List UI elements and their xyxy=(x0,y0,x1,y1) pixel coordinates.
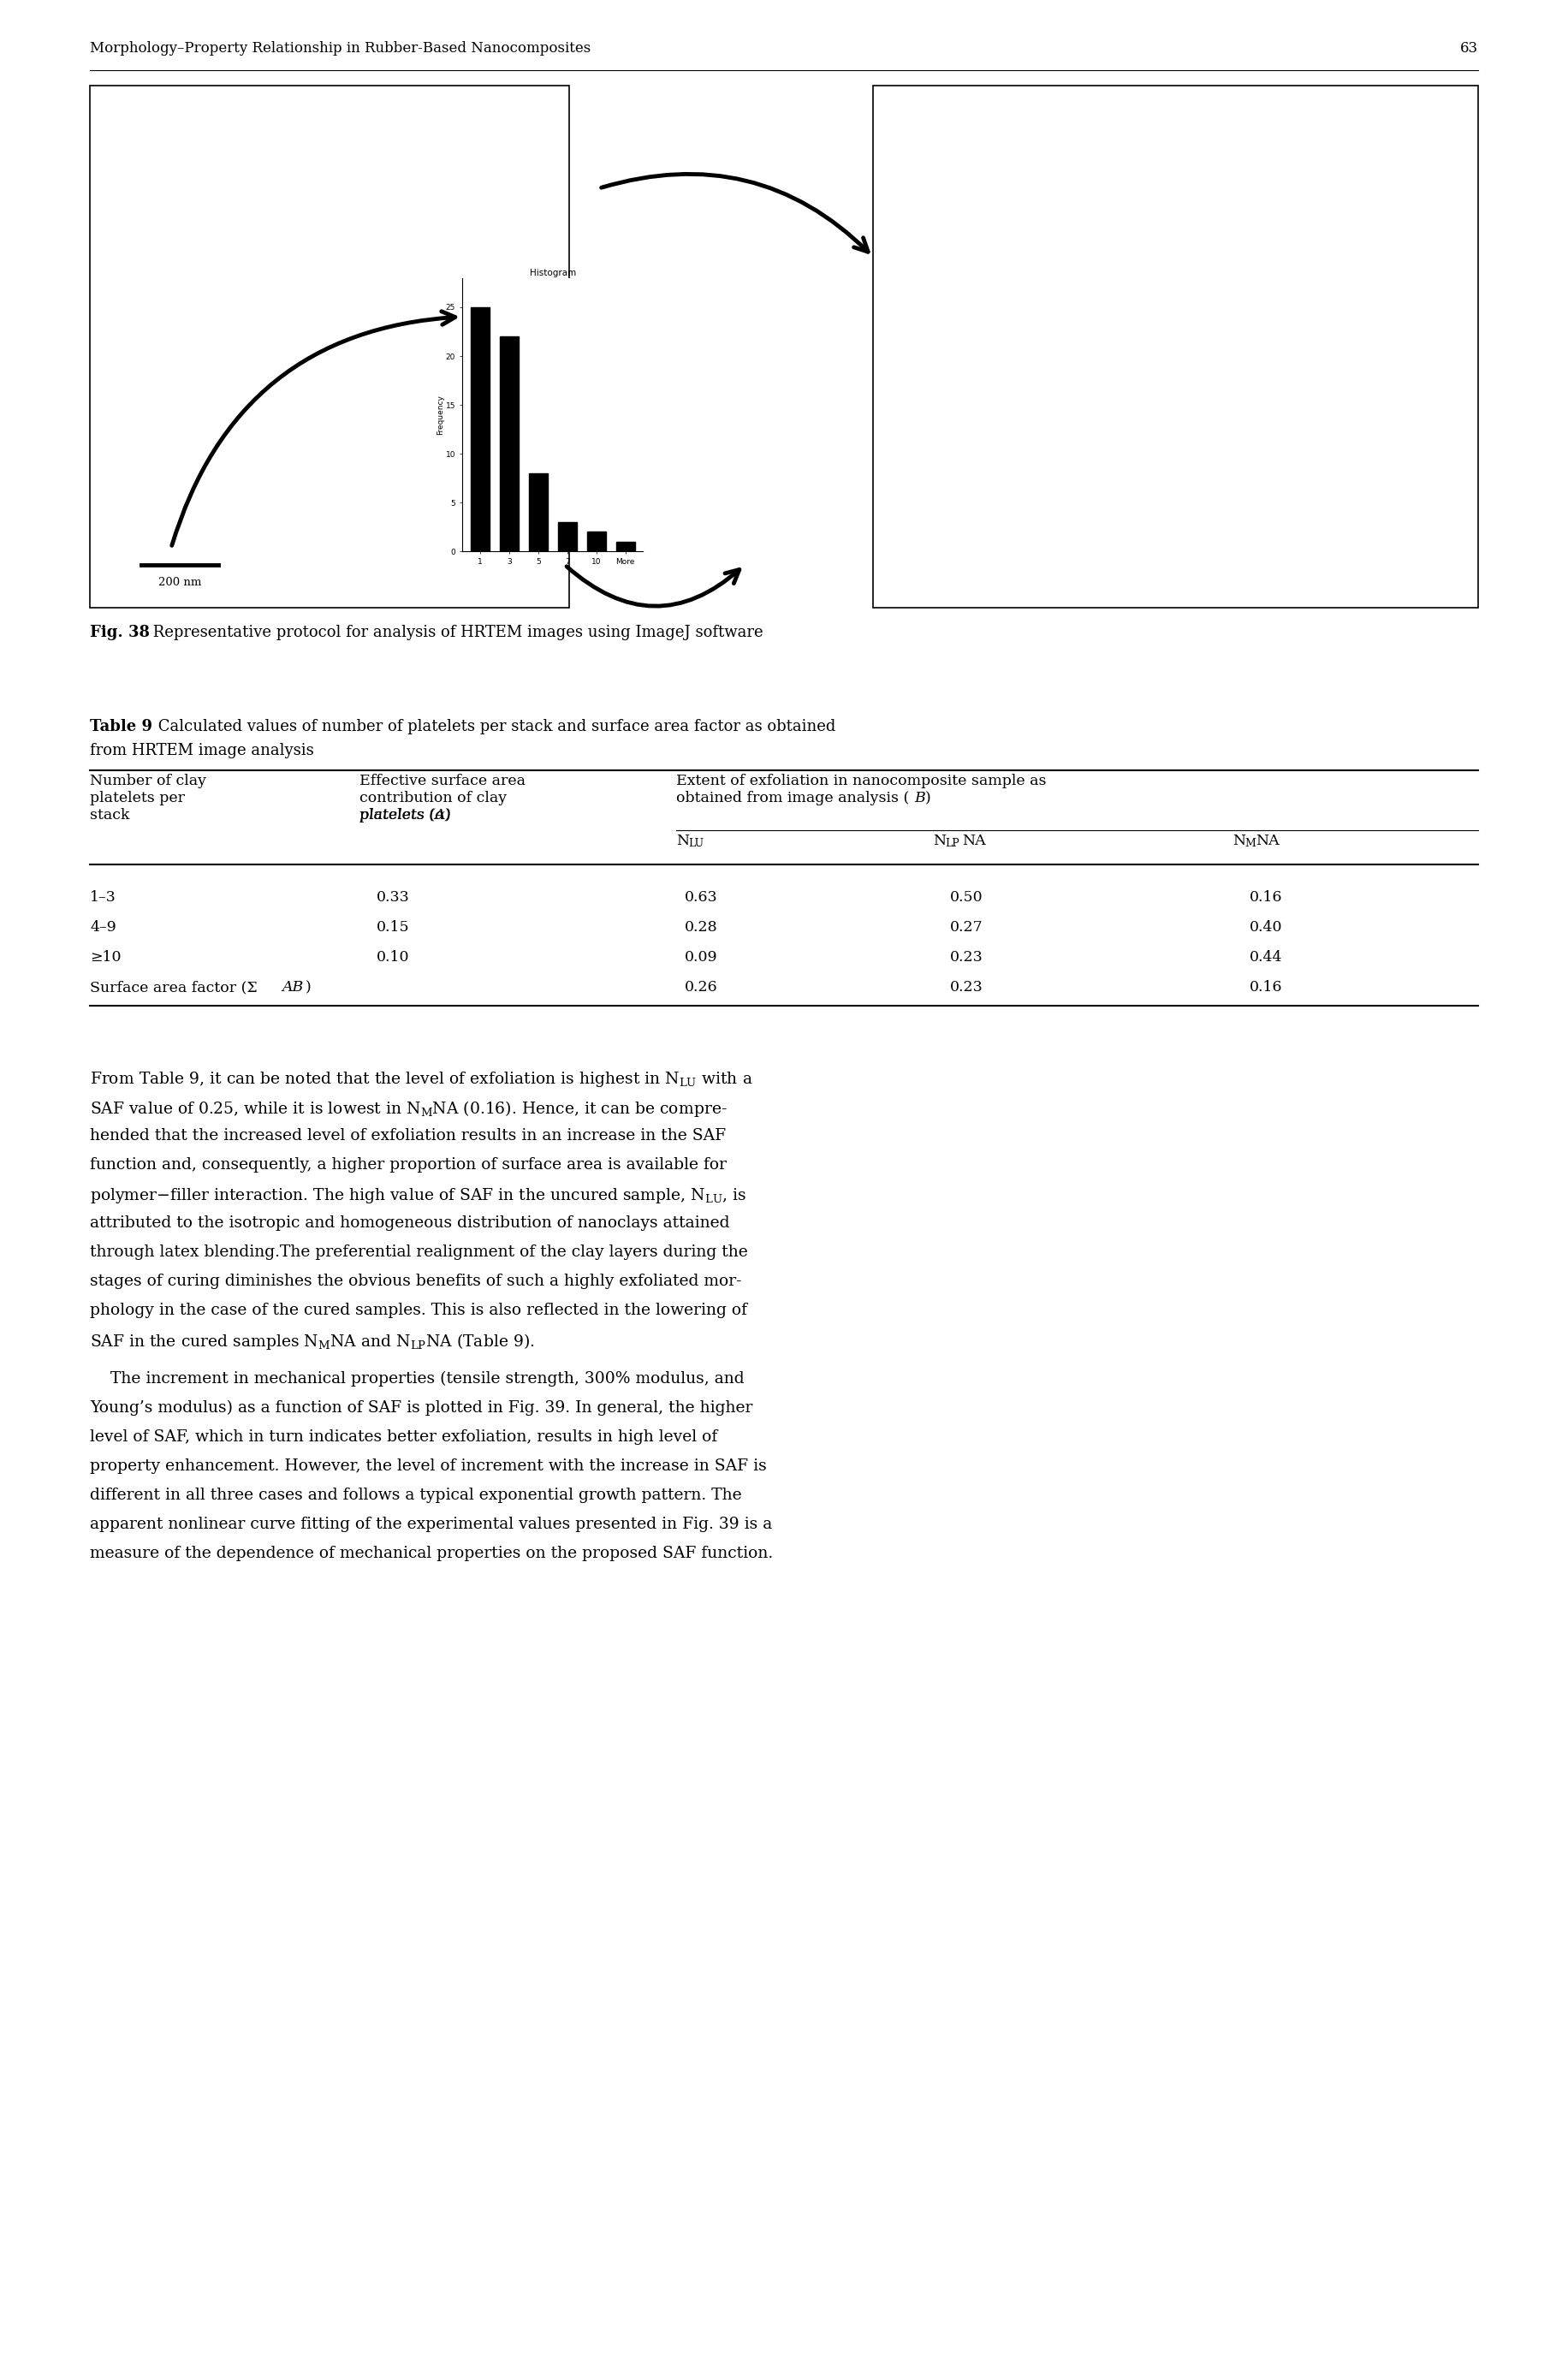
Text: hended that the increased level of exfoliation results in an increase in the SAF: hended that the increased level of exfol… xyxy=(89,1129,726,1143)
Text: platelets per: platelets per xyxy=(89,791,185,805)
Text: Table 9: Table 9 xyxy=(89,720,152,734)
Title: Histogram: Histogram xyxy=(530,268,575,278)
Text: from HRTEM image analysis: from HRTEM image analysis xyxy=(89,744,314,758)
Text: different in all three cases and follows a typical exponential growth pattern. T: different in all three cases and follows… xyxy=(89,1487,742,1504)
Text: polymer$\mathregular{-}$filler interaction. The high value of SAF in the uncured: polymer$\mathregular{-}$filler interacti… xyxy=(89,1186,746,1205)
Text: 0.44: 0.44 xyxy=(1250,950,1283,965)
Text: 0.16: 0.16 xyxy=(1250,891,1283,905)
Text: Extent of exfoliation in nanocomposite sample as: Extent of exfoliation in nanocomposite s… xyxy=(676,775,1046,789)
Text: property enhancement. However, the level of increment with the increase in SAF i: property enhancement. However, the level… xyxy=(89,1459,767,1473)
Text: N: N xyxy=(676,834,688,848)
Text: Effective surface area: Effective surface area xyxy=(359,775,525,789)
Text: ≥10: ≥10 xyxy=(89,950,121,965)
Text: attributed to the isotropic and homogeneous distribution of nanoclays attained: attributed to the isotropic and homogene… xyxy=(89,1217,729,1231)
Text: level of SAF, which in turn indicates better exfoliation, results in high level : level of SAF, which in turn indicates be… xyxy=(89,1430,718,1445)
Text: Morphology–Property Relationship in Rubber-Based Nanocomposites: Morphology–Property Relationship in Rubb… xyxy=(89,40,591,55)
Text: obtained from image analysis (: obtained from image analysis ( xyxy=(676,791,909,805)
Y-axis label: Frequency: Frequency xyxy=(437,394,444,435)
Text: 200 nm: 200 nm xyxy=(158,577,201,587)
Text: platelets (α): platelets (α) xyxy=(359,808,450,822)
Bar xyxy=(873,86,1479,608)
Text: 0.33: 0.33 xyxy=(376,891,409,905)
Text: apparent nonlinear curve fitting of the experimental values presented in Fig. 39: apparent nonlinear curve fitting of the … xyxy=(89,1516,771,1533)
Text: 0.63: 0.63 xyxy=(685,891,718,905)
Text: Representative protocol for analysis of HRTEM images using ImageJ software: Representative protocol for analysis of … xyxy=(147,625,764,639)
Text: 1–3: 1–3 xyxy=(89,891,116,905)
Text: 0.10: 0.10 xyxy=(376,950,409,965)
Text: 0.23: 0.23 xyxy=(950,979,983,996)
Text: LP: LP xyxy=(946,839,960,848)
Text: Fig. 38: Fig. 38 xyxy=(89,625,151,639)
Bar xyxy=(558,523,577,551)
Text: 0.28: 0.28 xyxy=(685,920,718,934)
Text: ): ) xyxy=(306,979,312,996)
Text: stages of curing diminishes the obvious benefits of such a highly exfoliated mor: stages of curing diminishes the obvious … xyxy=(89,1274,742,1290)
Text: 0.50: 0.50 xyxy=(950,891,983,905)
Text: 0.16: 0.16 xyxy=(1250,979,1283,996)
Text: 0.40: 0.40 xyxy=(1250,920,1283,934)
Bar xyxy=(470,307,489,551)
Text: function and, consequently, a higher proportion of surface area is available for: function and, consequently, a higher pro… xyxy=(89,1157,726,1174)
Text: 63: 63 xyxy=(1460,40,1479,55)
Text: Surface area factor (Σ: Surface area factor (Σ xyxy=(89,979,257,996)
Text: B: B xyxy=(914,791,925,805)
Text: 0.27: 0.27 xyxy=(950,920,983,934)
Bar xyxy=(616,542,635,551)
Text: 0.15: 0.15 xyxy=(376,920,409,934)
Text: 4–9: 4–9 xyxy=(89,920,116,934)
Text: through latex blending.The preferential realignment of the clay layers during th: through latex blending.The preferential … xyxy=(89,1245,748,1259)
Text: N: N xyxy=(933,834,946,848)
Text: 0.26: 0.26 xyxy=(685,979,718,996)
Text: SAF in the cured samples $\mathregular{N_M}$NA and $\mathregular{N_{LP}}$NA (Tab: SAF in the cured samples $\mathregular{N… xyxy=(89,1333,535,1352)
Text: ): ) xyxy=(445,808,452,822)
Text: ): ) xyxy=(925,791,931,805)
Text: measure of the dependence of mechanical properties on the proposed SAF function.: measure of the dependence of mechanical … xyxy=(89,1547,773,1561)
Text: Number of clay: Number of clay xyxy=(89,775,207,789)
Text: SAF value of 0.25, while it is lowest in $\mathregular{N_M}$NA (0.16). Hence, it: SAF value of 0.25, while it is lowest in… xyxy=(89,1100,728,1119)
Text: NA: NA xyxy=(1256,834,1279,848)
Bar xyxy=(89,86,569,608)
Text: A: A xyxy=(434,808,445,822)
Text: NA: NA xyxy=(963,834,986,848)
Text: contribution of clay: contribution of clay xyxy=(359,791,506,805)
Text: The increment in mechanical properties (tensile strength, 300% modulus, and: The increment in mechanical properties (… xyxy=(89,1371,745,1388)
Text: phology in the case of the cured samples. This is also reflected in the lowering: phology in the case of the cured samples… xyxy=(89,1302,748,1319)
Bar xyxy=(586,532,605,551)
Text: Young’s modulus) as a function of SAF is plotted in Fig. 39. In general, the hig: Young’s modulus) as a function of SAF is… xyxy=(89,1399,753,1416)
Bar xyxy=(528,473,547,551)
Text: platelets (: platelets ( xyxy=(359,808,434,822)
Text: 0.23: 0.23 xyxy=(950,950,983,965)
Text: Calculated values of number of platelets per stack and surface area factor as ob: Calculated values of number of platelets… xyxy=(154,720,836,734)
Text: From Table 9, it can be noted that the level of exfoliation is highest in $\math: From Table 9, it can be noted that the l… xyxy=(89,1069,753,1088)
Text: LU: LU xyxy=(688,839,704,848)
Text: M: M xyxy=(1245,839,1256,848)
Text: stack: stack xyxy=(89,808,130,822)
Text: N: N xyxy=(1232,834,1245,848)
Bar xyxy=(500,337,519,551)
Text: 0.09: 0.09 xyxy=(685,950,718,965)
Text: AB: AB xyxy=(282,979,303,996)
